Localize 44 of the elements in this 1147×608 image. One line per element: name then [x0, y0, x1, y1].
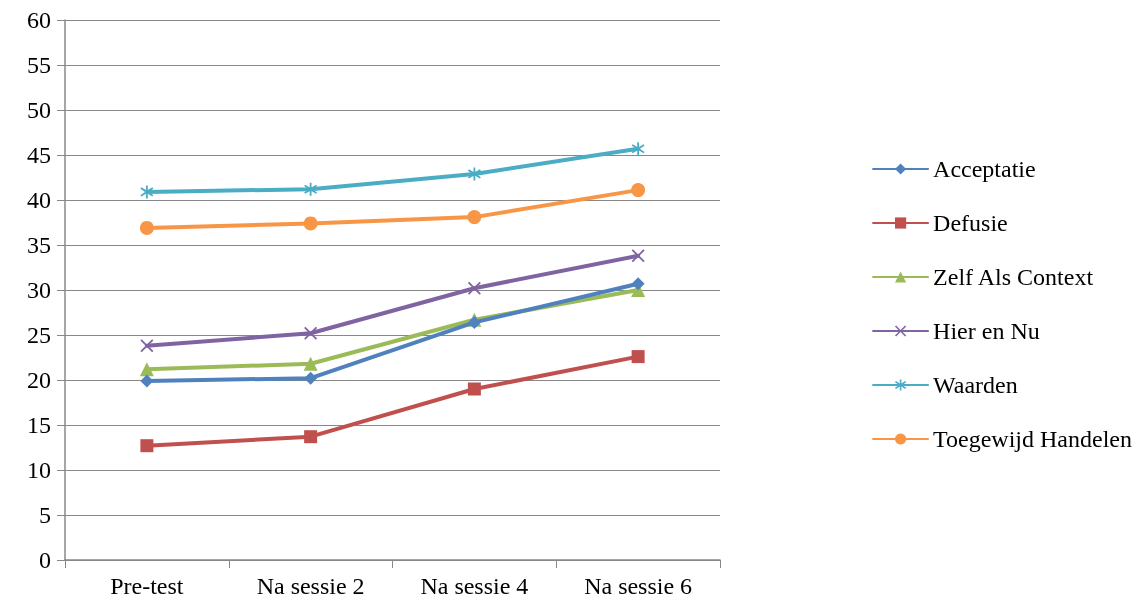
point: [303, 356, 318, 371]
point: [304, 371, 318, 385]
y-tick-label: 15: [27, 412, 51, 438]
y-tick-label: 10: [27, 457, 51, 483]
y-tick-label: 60: [27, 7, 51, 33]
legend-label: Defusie: [933, 210, 1008, 236]
point: [467, 210, 482, 225]
point: [140, 374, 154, 388]
x-tick-label: Na sessie 2: [256, 573, 365, 599]
y-tick-label: 40: [27, 187, 51, 213]
y-tick-label: 45: [27, 142, 51, 168]
point: [304, 326, 318, 340]
point: [140, 185, 154, 199]
point: [140, 339, 154, 353]
legend-label: Zelf Als Context: [933, 264, 1094, 290]
y-tick-label: 30: [27, 277, 51, 303]
legend-label: Acceptatie: [933, 156, 1036, 182]
point: [304, 182, 318, 196]
legend-label: Toegewijd Handelen: [933, 426, 1133, 452]
y-tick-label: 5: [39, 502, 51, 528]
y-tick-label: 20: [27, 367, 51, 393]
y-tick-label: 25: [27, 322, 51, 348]
point: [631, 249, 645, 263]
y-tick-label: 50: [27, 97, 51, 123]
y-tick-label: 0: [39, 547, 51, 573]
point: [631, 350, 645, 364]
point: [467, 281, 481, 295]
x-tick-label: Pre-test: [110, 573, 184, 599]
legend-label: Waarden: [933, 372, 1018, 398]
y-tick-label: 35: [27, 232, 51, 258]
x-tick-label: Na sessie 6: [584, 573, 693, 599]
legend-label: Hier en Nu: [933, 318, 1040, 344]
point: [140, 439, 154, 453]
point: [139, 220, 154, 235]
point: [303, 216, 318, 231]
point: [631, 142, 645, 156]
x-tick-label: Na sessie 4: [420, 573, 529, 599]
point: [631, 183, 646, 198]
point: [631, 277, 645, 291]
point: [304, 430, 318, 444]
point: [467, 382, 481, 396]
y-tick-label: 55: [27, 52, 51, 78]
point: [467, 167, 481, 181]
point: [139, 362, 154, 377]
